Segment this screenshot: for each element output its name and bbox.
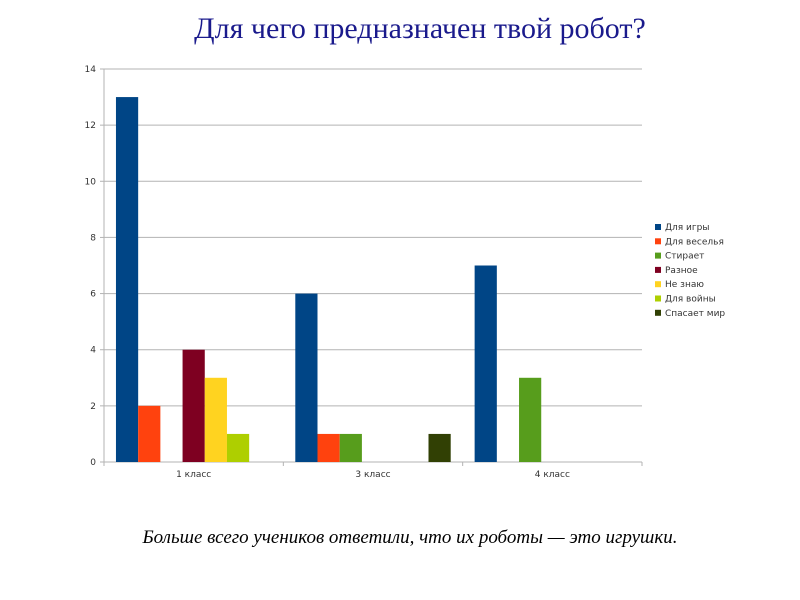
y-tick-label: 6 [90,290,96,300]
bar [226,433,250,462]
bar [115,97,139,463]
y-tick-label: 12 [85,121,96,131]
legend-swatch [655,238,661,245]
legend-swatch [655,266,661,273]
legend-label: Спасает мир [665,309,725,319]
y-tick-label: 2 [90,402,96,412]
legend-swatch [655,252,661,259]
bar [339,433,362,462]
y-tick-label: 4 [90,346,96,356]
legend-label: Не знаю [665,280,704,290]
bar [182,349,205,462]
bar [295,293,318,462]
legend-swatch [655,309,661,316]
caption: Больше всего учеников ответили, что их р… [142,527,678,548]
legend-label: Для игры [665,223,709,233]
bar [138,405,161,462]
legend-label: Разное [665,266,698,276]
x-tick-label: 4 класс [535,470,570,480]
bar [519,377,542,462]
legend-label: Для веселья [665,237,724,247]
legend-swatch [655,224,661,230]
y-tick-label: 10 [85,177,97,187]
legend-swatch [655,281,661,288]
y-tick-label: 0 [90,458,96,468]
y-tick-label: 8 [90,233,96,243]
legend-swatch [655,295,661,302]
bar [317,433,340,462]
chart-title: Для чего предназначен твой робот? [194,12,646,45]
x-tick-label: 1 класс [176,470,211,480]
bar [474,265,497,462]
x-tick-label: 3 класс [355,470,390,480]
legend-label: Стирает [665,252,704,262]
legend-label: Для войны [665,295,716,305]
y-tick-label: 14 [85,65,97,75]
bar [428,433,451,462]
bar [204,377,227,462]
